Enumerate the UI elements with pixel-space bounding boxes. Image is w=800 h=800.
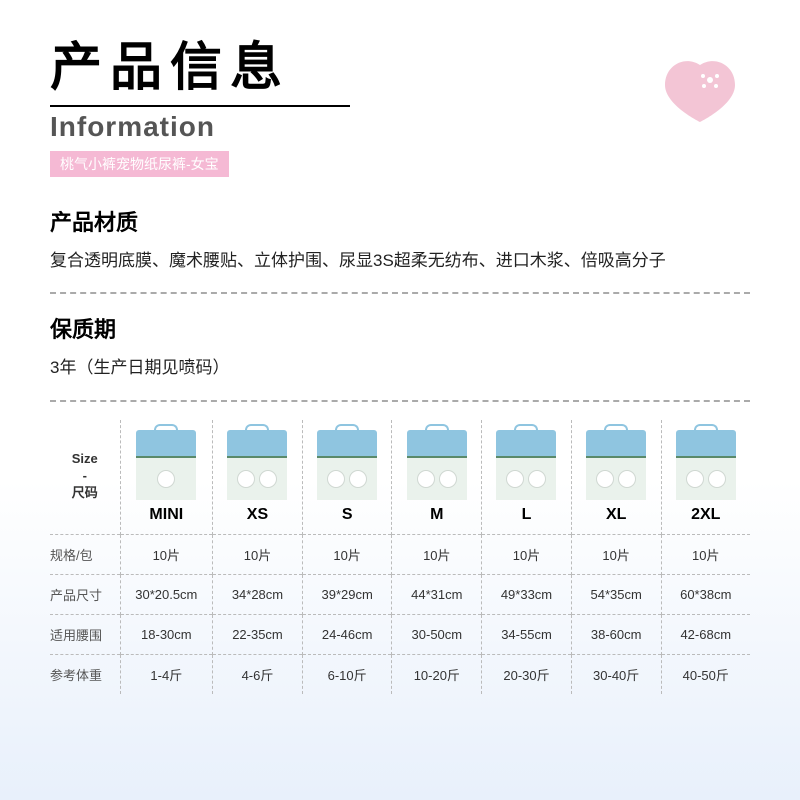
size-col-6: 2XL xyxy=(661,420,750,535)
table-cell: 34*28cm xyxy=(213,574,303,614)
size-label-line2: - xyxy=(83,468,87,483)
material-title: 产品材质 xyxy=(50,205,750,237)
separator xyxy=(50,400,750,402)
table-cell: 42-68cm xyxy=(661,614,750,654)
package-icon xyxy=(317,430,377,500)
table-row: 规格/包10片10片10片10片10片10片10片 xyxy=(50,534,750,574)
size-label-line3: 尺码 xyxy=(72,485,98,500)
table-cell: 6-10斤 xyxy=(302,654,392,694)
title-cn: 产品信息 xyxy=(50,40,750,97)
table-cell: 18-30cm xyxy=(120,614,213,654)
size-col-2: S xyxy=(302,420,392,535)
material-section: 产品材质 复合透明底膜、魔术腰贴、立体护围、尿显3S超柔无纺布、进口木浆、倍吸高… xyxy=(50,205,750,274)
shelflife-title: 保质期 xyxy=(50,312,750,344)
table-cell: 60*38cm xyxy=(661,574,750,614)
size-name: XS xyxy=(215,500,300,524)
subtitle-badge: 桃气小裤宠物纸尿裤-女宝 xyxy=(50,151,229,177)
brand-logo-icon xyxy=(660,50,740,135)
header: 产品信息 Information 桃气小裤宠物纸尿裤-女宝 xyxy=(50,40,750,177)
material-text: 复合透明底膜、魔术腰贴、立体护围、尿显3S超柔无纺布、进口木浆、倍吸高分子 xyxy=(50,247,750,274)
row-label: 适用腰围 xyxy=(50,614,120,654)
table-cell: 30-40斤 xyxy=(571,654,661,694)
table-cell: 22-35cm xyxy=(213,614,303,654)
shelflife-text: 3年（生产日期见喷码） xyxy=(50,354,750,381)
row-label: 产品尺寸 xyxy=(50,574,120,614)
size-col-5: XL xyxy=(571,420,661,535)
table-cell: 30-50cm xyxy=(392,614,482,654)
title-divider xyxy=(50,105,350,107)
table-cell: 10片 xyxy=(120,534,213,574)
table-cell: 10片 xyxy=(571,534,661,574)
package-icon xyxy=(136,430,196,500)
table-cell: 39*29cm xyxy=(302,574,392,614)
size-col-1: XS xyxy=(213,420,303,535)
table-row: 适用腰围18-30cm22-35cm24-46cm30-50cm34-55cm3… xyxy=(50,614,750,654)
table-cell: 10-20斤 xyxy=(392,654,482,694)
table-cell: 24-46cm xyxy=(302,614,392,654)
table-cell: 10片 xyxy=(482,534,572,574)
title-en: Information xyxy=(50,111,750,143)
size-name: S xyxy=(305,500,390,524)
package-icon xyxy=(496,430,556,500)
table-cell: 1-4斤 xyxy=(120,654,213,694)
package-icon xyxy=(586,430,646,500)
size-col-3: M xyxy=(392,420,482,535)
table-cell: 34-55cm xyxy=(482,614,572,654)
package-icon xyxy=(227,430,287,500)
size-header-row: Size - 尺码 MINI XS S M L xyxy=(50,420,750,535)
size-header-label: Size - 尺码 xyxy=(50,420,120,535)
shelflife-section: 保质期 3年（生产日期见喷码） xyxy=(50,312,750,381)
separator xyxy=(50,292,750,294)
table-cell: 10片 xyxy=(661,534,750,574)
table-cell: 10片 xyxy=(213,534,303,574)
size-name: 2XL xyxy=(664,500,749,524)
package-icon xyxy=(407,430,467,500)
size-col-0: MINI xyxy=(120,420,213,535)
table-cell: 49*33cm xyxy=(482,574,572,614)
size-name: XL xyxy=(574,500,659,524)
table-cell: 20-30斤 xyxy=(482,654,572,694)
table-cell: 4-6斤 xyxy=(213,654,303,694)
table-row: 产品尺寸30*20.5cm34*28cm39*29cm44*31cm49*33c… xyxy=(50,574,750,614)
size-name: MINI xyxy=(123,500,211,524)
row-label: 规格/包 xyxy=(50,534,120,574)
size-col-4: L xyxy=(482,420,572,535)
package-icon xyxy=(676,430,736,500)
table-cell: 10片 xyxy=(302,534,392,574)
size-table: Size - 尺码 MINI XS S M L xyxy=(50,420,750,694)
row-label: 参考体重 xyxy=(50,654,120,694)
size-label-line1: Size xyxy=(72,451,98,466)
table-row: 参考体重1-4斤4-6斤6-10斤10-20斤20-30斤30-40斤40-50… xyxy=(50,654,750,694)
table-cell: 38-60cm xyxy=(571,614,661,654)
table-cell: 30*20.5cm xyxy=(120,574,213,614)
table-cell: 40-50斤 xyxy=(661,654,750,694)
table-cell: 10片 xyxy=(392,534,482,574)
table-cell: 54*35cm xyxy=(571,574,661,614)
size-name: L xyxy=(484,500,569,524)
table-cell: 44*31cm xyxy=(392,574,482,614)
size-name: M xyxy=(394,500,479,524)
